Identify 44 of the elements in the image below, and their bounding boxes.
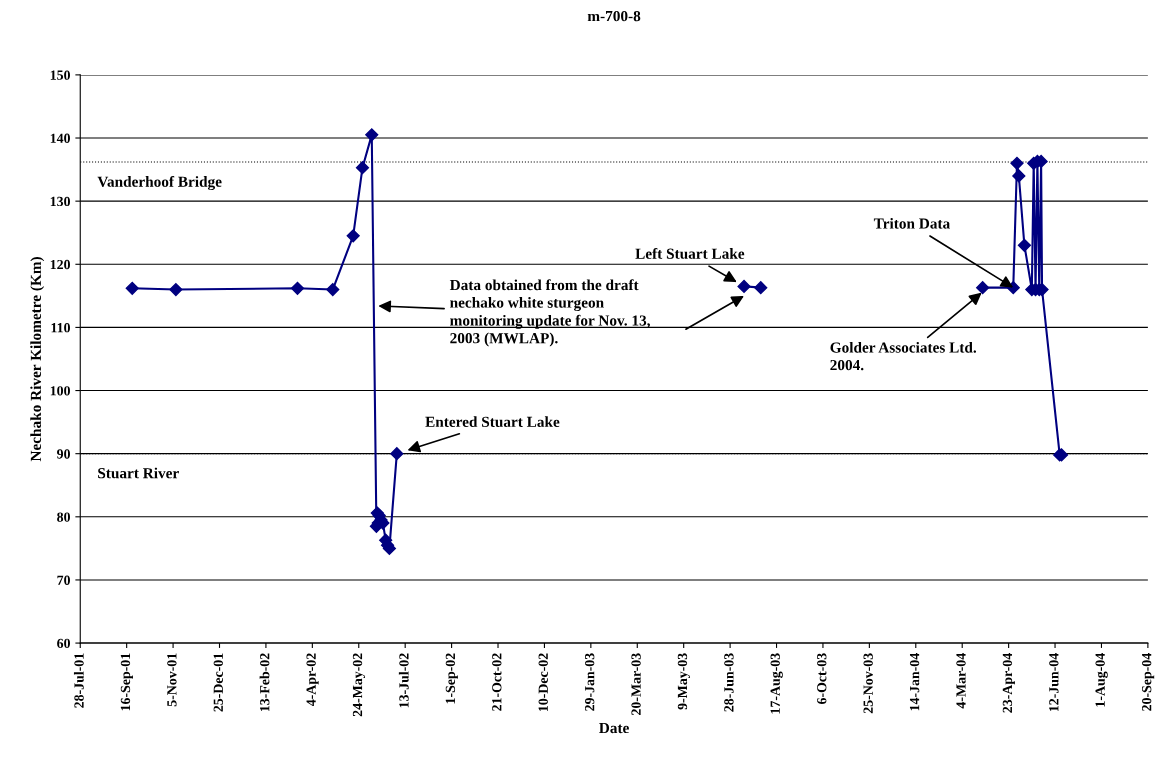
annotation: Data obtained from the draft nechako white sturgeon monitoring update for Nov. 13, 2003 (MWLAP). xyxy=(449,279,650,347)
x-tick-label: 24-May-02 xyxy=(352,653,366,717)
annotation: Triton Data xyxy=(873,217,950,229)
x-tick-label: 4-Mar-04 xyxy=(956,653,966,709)
annotation: Golder Associates Ltd. 2004. xyxy=(830,341,977,371)
x-tick-label: 28-Jun-03 xyxy=(724,653,734,712)
x-tick-label: 25-Dec-01 xyxy=(213,653,223,712)
ref-line-label: Vanderhoof Bridge xyxy=(97,175,222,191)
annotation: Left Stuart Lake xyxy=(635,247,745,259)
y-tick-label: 100 xyxy=(50,386,70,396)
x-tick-label: 4-Apr-02 xyxy=(306,653,319,707)
x-tick-label: 14-Jan-04 xyxy=(909,653,920,711)
chart-title: m-700-8 xyxy=(587,10,641,22)
x-tick-label: 16-Sep-01 xyxy=(120,653,133,711)
y-tick-label: 60 xyxy=(57,638,70,649)
x-tick-label: 1-Sep-02 xyxy=(445,653,458,704)
x-tick-label: 13-Feb-02 xyxy=(259,653,270,712)
y-tick-label: 120 xyxy=(50,259,70,270)
x-tick-label: 21-Oct-02 xyxy=(492,653,502,711)
x-tick-label: 20-Mar-03 xyxy=(631,653,641,715)
y-tick-label: 70 xyxy=(57,575,70,585)
y-tick-label: 90 xyxy=(57,449,70,459)
x-tick-label: 23-Apr-04 xyxy=(1002,653,1015,713)
x-tick-label: 10-Dec-02 xyxy=(538,653,548,712)
x-tick-label: 17-Aug-03 xyxy=(770,653,783,714)
ref-line-label: Stuart River xyxy=(98,467,179,479)
annotation: Entered Stuart Lake xyxy=(425,416,560,428)
y-tick-label: 140 xyxy=(50,133,70,143)
y-tick-label: 80 xyxy=(57,512,70,522)
x-tick-label: 9-May-03 xyxy=(677,653,690,710)
x-tick-label: 12-Jun-04 xyxy=(1049,653,1059,712)
y-axis-title: Nechako River Kilometre (Km) xyxy=(30,257,45,462)
x-tick-label: 25-Nov-03 xyxy=(863,653,873,714)
y-tick-label: 130 xyxy=(50,196,70,207)
x-tick-label: 13-Jul-02 xyxy=(398,653,409,708)
x-tick-label: 5-Nov-01 xyxy=(167,653,177,707)
y-tick-label: 110 xyxy=(51,323,70,333)
x-tick-label: 20-Sep-04 xyxy=(1141,653,1155,711)
x-tick-label: 6-Oct-03 xyxy=(817,653,827,704)
x-axis-title: Date xyxy=(599,722,629,734)
x-tick-label: 29-Jan-03 xyxy=(584,653,595,711)
x-tick-label: 1-Aug-04 xyxy=(1095,653,1108,707)
y-tick-label: 150 xyxy=(50,70,70,80)
x-tick-label: 28-Jul-01 xyxy=(73,653,84,708)
